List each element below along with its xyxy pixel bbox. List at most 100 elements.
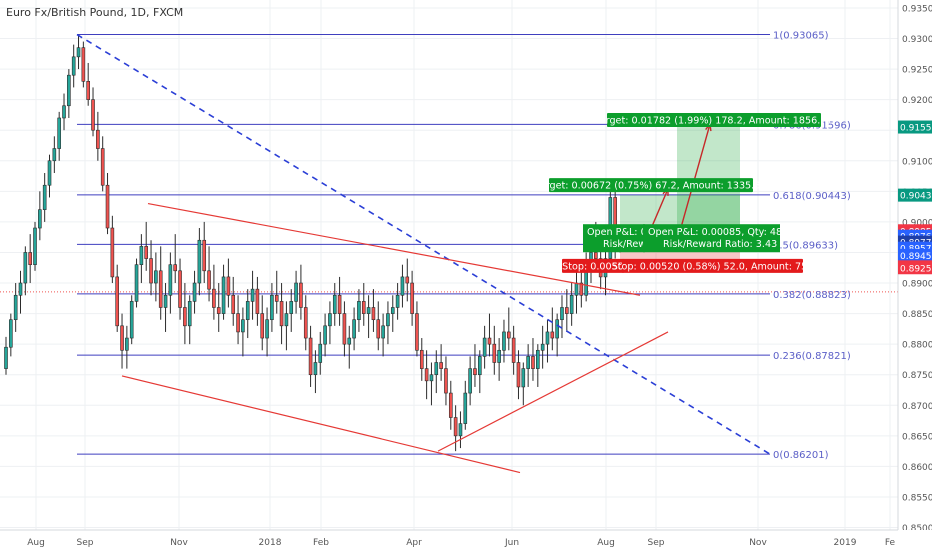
candle-body: [284, 313, 289, 327]
candle-body: [158, 270, 163, 308]
candle-body: [569, 294, 574, 314]
candle-body: [444, 368, 448, 394]
candle-body: [134, 264, 139, 302]
candle-body: [415, 313, 419, 351]
candle-body: [120, 325, 124, 351]
candle-body: [47, 160, 52, 186]
candle-body: [565, 307, 569, 314]
candle-body: [183, 307, 187, 327]
candle-body: [241, 319, 245, 333]
candle-body: [424, 368, 429, 382]
candle-body: [526, 356, 530, 369]
candle-body: [91, 99, 95, 131]
price-badge-label: 0.90438: [900, 192, 932, 202]
candle-body: [386, 313, 390, 327]
candle-body: [337, 294, 342, 314]
target2-label-box: [549, 178, 753, 193]
candle-body: [395, 294, 400, 308]
candle-body: [555, 319, 559, 339]
candle-body: [289, 301, 294, 314]
candle-body: [187, 301, 192, 327]
candle-body: [279, 301, 284, 327]
candle-body: [265, 319, 269, 339]
price-badge-label: 0.91552: [900, 124, 932, 134]
candle-body: [168, 264, 173, 296]
candle-body: [231, 294, 236, 314]
candle-body: [144, 246, 149, 259]
x-tick-label: 2019: [834, 538, 857, 548]
candle-body: [163, 294, 168, 308]
target2-arrow: [649, 188, 669, 232]
candle-body: [303, 307, 308, 339]
candle-body: [86, 81, 90, 100]
candle-body: [57, 117, 61, 149]
open2-pnl: Open P&L: 0.00085, Qty: 48076: [648, 227, 800, 238]
candle-body: [574, 282, 579, 296]
price-badge-box: [898, 248, 932, 262]
candle-body: [42, 184, 47, 210]
candle-body: [52, 148, 57, 162]
candle-body: [594, 252, 598, 259]
candle-body: [105, 184, 110, 229]
candle-body: [192, 282, 197, 302]
candle-body: [516, 362, 521, 388]
candle-body: [453, 417, 458, 437]
candle-body: [560, 307, 564, 321]
candle-body: [511, 337, 516, 363]
candle-body: [468, 368, 472, 394]
open1-box: [583, 224, 645, 253]
candle-body: [390, 307, 395, 314]
candle-body: [207, 270, 211, 290]
candle-body: [419, 349, 424, 369]
candle-body: [332, 294, 337, 314]
candle-body: [361, 301, 366, 314]
candle-body: [294, 282, 298, 302]
candle-body: [260, 313, 265, 339]
fib-level-label: 0.236(0.87821): [773, 351, 851, 362]
candle-body: [216, 307, 221, 314]
candle-body: [178, 270, 182, 308]
x-tick-label: Sep: [77, 538, 94, 548]
x-tick-label: Aug: [27, 538, 45, 548]
support-trendline: [437, 331, 669, 452]
candle-body: [154, 270, 158, 284]
candle-body: [274, 294, 279, 302]
candle-body: [318, 343, 323, 363]
x-tick-label: Fe: [885, 538, 896, 548]
candle-body: [482, 337, 487, 357]
candle-body: [250, 288, 255, 302]
candle-body: [221, 276, 226, 314]
candle-body: [458, 423, 463, 437]
candle-body: [81, 47, 86, 82]
open1-rr: Risk/Rew: [603, 239, 646, 250]
candle-body: [308, 337, 313, 376]
fib-level-label: 0.5(0.89633): [773, 240, 838, 251]
target1-arrow: [679, 123, 711, 232]
candle-body: [352, 319, 356, 339]
stop1-label-box: [562, 258, 624, 273]
open1-pnl: Open P&L: 0.0: [587, 227, 656, 238]
candle-body: [212, 288, 216, 308]
candle-body: [473, 368, 477, 376]
x-tick-label: Sep: [648, 538, 665, 548]
x-tick-label: Nov: [749, 538, 767, 548]
channel-upper-line: [147, 202, 641, 296]
candle-body: [139, 246, 144, 265]
open2-box: [643, 224, 780, 253]
candle-body: [492, 343, 497, 363]
candle-body: [439, 362, 443, 369]
candle-body: [521, 368, 526, 388]
candle-body: [202, 239, 207, 272]
candle-body: [173, 264, 178, 272]
stop2-label-box: [622, 258, 803, 273]
